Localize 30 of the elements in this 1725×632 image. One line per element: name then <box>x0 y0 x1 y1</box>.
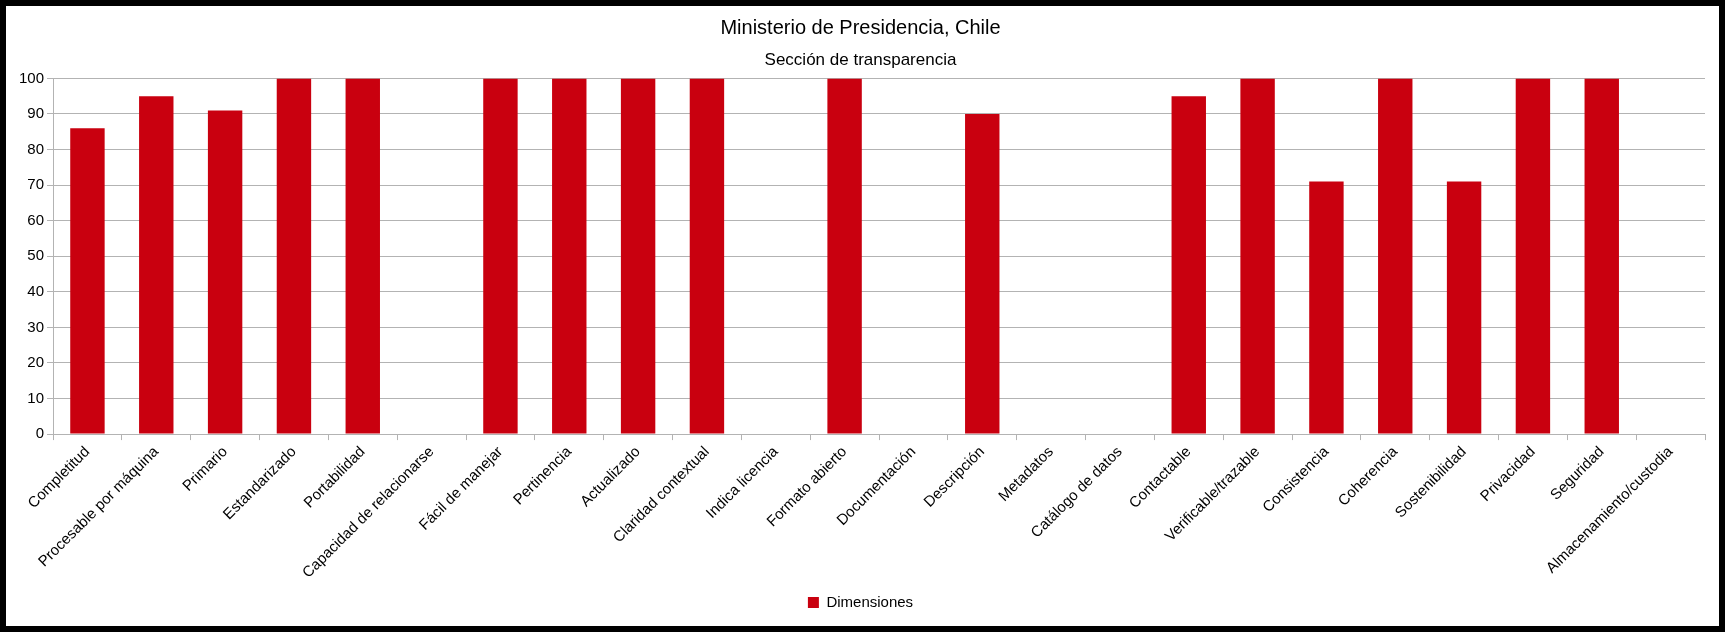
bar <box>1240 78 1275 434</box>
bar <box>552 78 587 434</box>
y-tick-label: 70 <box>27 175 45 193</box>
bar <box>139 96 174 434</box>
bar <box>689 78 725 434</box>
y-tick-label: 90 <box>27 104 45 122</box>
y-tick-label: 100 <box>19 68 45 86</box>
bar <box>1446 181 1482 434</box>
bar <box>1584 78 1619 434</box>
y-tick-label: 40 <box>27 281 45 299</box>
bar <box>1171 96 1206 434</box>
chart-title: Ministerio de Presidencia, Chile <box>720 15 1001 38</box>
y-tick-label: 20 <box>27 353 45 371</box>
bar <box>1378 78 1413 434</box>
y-tick-label: 50 <box>27 246 45 264</box>
bar <box>207 110 243 434</box>
bar <box>1515 78 1551 434</box>
y-tick-label: 60 <box>27 210 45 228</box>
bar <box>965 113 1000 434</box>
bar <box>483 78 518 434</box>
bar <box>827 78 862 434</box>
y-tick-label: 30 <box>27 317 45 335</box>
y-tick-label: 0 <box>35 424 45 442</box>
bar <box>620 78 656 434</box>
bar <box>1309 181 1344 434</box>
bar <box>276 78 312 434</box>
y-tick-label: 10 <box>27 388 45 406</box>
bar <box>70 128 105 434</box>
y-tick-label: 80 <box>27 139 45 157</box>
bar <box>345 78 380 434</box>
